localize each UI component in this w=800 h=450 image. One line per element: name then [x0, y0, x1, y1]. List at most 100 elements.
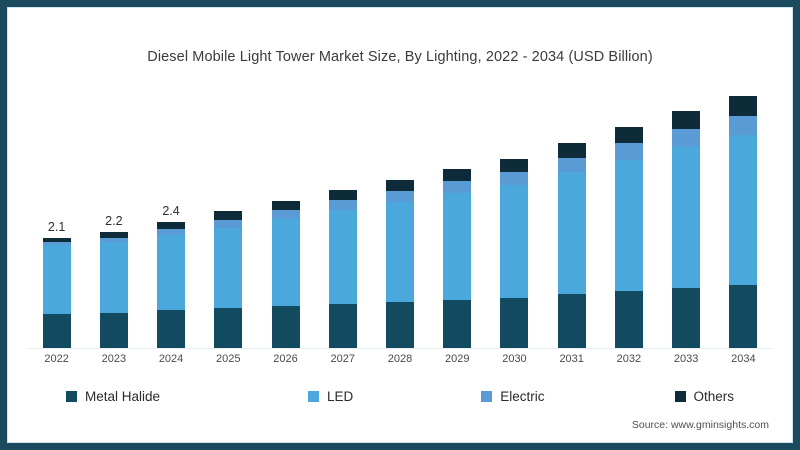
x-axis-tick-2032: 2032 [616, 353, 642, 365]
bar-segment-electric[interactable] [214, 220, 243, 229]
bar-segment-led[interactable] [557, 172, 586, 295]
legend-label: Metal Halide [84, 389, 160, 404]
bar-segment-led[interactable] [157, 235, 186, 311]
bar-segment-led[interactable] [500, 184, 529, 298]
bar-segment-electric[interactable] [157, 229, 186, 236]
bar-segment-electric[interactable] [271, 210, 300, 220]
bar-stack [157, 221, 186, 348]
bar-stack [500, 158, 529, 348]
bar-column[interactable]: 2.1 [42, 85, 71, 348]
bar-segment-others[interactable] [99, 232, 128, 239]
bar-segment-metal-halide[interactable] [42, 313, 71, 348]
bar-stack [443, 169, 472, 348]
bar-segment-others[interactable] [42, 237, 71, 242]
bar-segment-led[interactable] [214, 228, 243, 309]
bar-stack [614, 127, 643, 348]
bar-segment-metal-halide[interactable] [672, 288, 701, 348]
bar-stack [386, 179, 414, 348]
bar-segment-others[interactable] [214, 211, 243, 221]
bar-column[interactable] [328, 85, 357, 348]
bar-column[interactable] [271, 85, 300, 348]
bar-column[interactable]: 2.2 [99, 85, 128, 348]
bar-column[interactable] [557, 85, 586, 348]
legend-item-led[interactable]: LED [308, 389, 353, 404]
bar-column[interactable] [729, 85, 758, 348]
legend-swatch-icon [65, 391, 77, 402]
bar-segment-others[interactable] [614, 127, 643, 144]
bar-column[interactable] [672, 85, 701, 348]
x-axis-tick-2030: 2030 [502, 353, 527, 365]
bar-segment-others[interactable] [157, 221, 186, 230]
bar-column[interactable]: 2.4 [157, 85, 186, 348]
x-axis-tick-2029: 2029 [444, 353, 470, 365]
legend-item-metal-halide[interactable]: Metal Halide [65, 389, 160, 404]
x-axis-tick-2022: 2022 [44, 353, 69, 365]
bar-column[interactable] [500, 85, 529, 348]
source-attribution: Source: www.gminsights.com [631, 419, 769, 431]
legend-label: Electric [500, 389, 545, 404]
bar-segment-led[interactable] [729, 134, 758, 285]
bar-segment-others[interactable] [386, 179, 414, 191]
bar-segment-metal-halide[interactable] [386, 301, 414, 348]
bar-segment-metal-halide[interactable] [614, 291, 643, 348]
x-axis-tick-2034: 2034 [731, 353, 756, 365]
bar-segment-others[interactable] [328, 190, 357, 201]
bar-segment-metal-halide[interactable] [328, 303, 357, 348]
x-axis-tick-2027: 2027 [330, 353, 355, 365]
bar-segment-led[interactable] [271, 219, 300, 306]
bar-stack [42, 237, 71, 348]
bar-segment-others[interactable] [729, 95, 758, 116]
bar-segment-others[interactable] [500, 158, 529, 172]
bar-segment-others[interactable] [443, 169, 472, 182]
bar-segment-metal-halide[interactable] [214, 308, 243, 348]
bar-segment-electric[interactable] [99, 238, 128, 243]
bar-segment-others[interactable] [672, 111, 701, 130]
bar-segment-others[interactable] [271, 200, 300, 211]
bar-value-label: 2.2 [105, 214, 123, 229]
bar-segment-electric[interactable] [500, 171, 529, 185]
bar-stack [99, 232, 128, 348]
bar-column[interactable] [386, 85, 414, 348]
bar-segment-metal-halide[interactable] [157, 310, 186, 348]
bar-segment-electric[interactable] [557, 157, 586, 173]
bar-segment-electric[interactable] [729, 115, 758, 135]
bar-segment-led[interactable] [614, 159, 643, 292]
bar-segment-electric[interactable] [328, 200, 357, 211]
x-axis-tick-2023: 2023 [101, 353, 127, 365]
bar-segment-electric[interactable] [386, 190, 414, 202]
x-axis-tick-2025: 2025 [216, 353, 241, 365]
bar-segment-metal-halide[interactable] [271, 305, 300, 348]
bar-segment-led[interactable] [443, 193, 472, 300]
legend-swatch-icon [308, 391, 319, 402]
x-axis-tick-2033: 2033 [673, 353, 699, 365]
bar-column[interactable] [214, 85, 243, 348]
bar-segment-metal-halide[interactable] [557, 294, 586, 348]
legend-label: Others [693, 389, 735, 404]
chart-legend: Metal Halide LED Electric Others [7, 389, 793, 404]
legend-item-others[interactable]: Others [674, 389, 735, 404]
bar-segment-electric[interactable] [42, 241, 71, 246]
bar-segment-metal-halide[interactable] [729, 284, 758, 348]
bar-segment-led[interactable] [99, 242, 128, 313]
bar-value-label: 2.1 [47, 219, 66, 234]
bar-stack [328, 190, 357, 348]
bar-segment-electric[interactable] [443, 181, 472, 194]
bar-segment-metal-halide[interactable] [443, 299, 472, 348]
bar-column[interactable] [443, 85, 472, 348]
bar-segment-metal-halide[interactable] [99, 312, 128, 348]
bar-segment-led[interactable] [386, 201, 414, 302]
bar-column[interactable] [614, 85, 643, 348]
bar-segment-led[interactable] [672, 147, 701, 289]
x-axis-tick-2026: 2026 [273, 353, 298, 365]
bar-segment-electric[interactable] [672, 129, 701, 148]
bar-segment-metal-halide[interactable] [500, 297, 529, 348]
bar-segment-electric[interactable] [614, 143, 643, 160]
chart-title: Diesel Mobile Light Tower Market Size, B… [147, 49, 653, 65]
bar-stack [271, 200, 300, 348]
bar-segment-led[interactable] [328, 210, 357, 304]
legend-item-electric[interactable]: Electric [481, 389, 545, 404]
bar-segment-others[interactable] [557, 142, 586, 158]
x-axis-tick-2028: 2028 [387, 353, 413, 365]
bar-segment-led[interactable] [42, 245, 71, 314]
